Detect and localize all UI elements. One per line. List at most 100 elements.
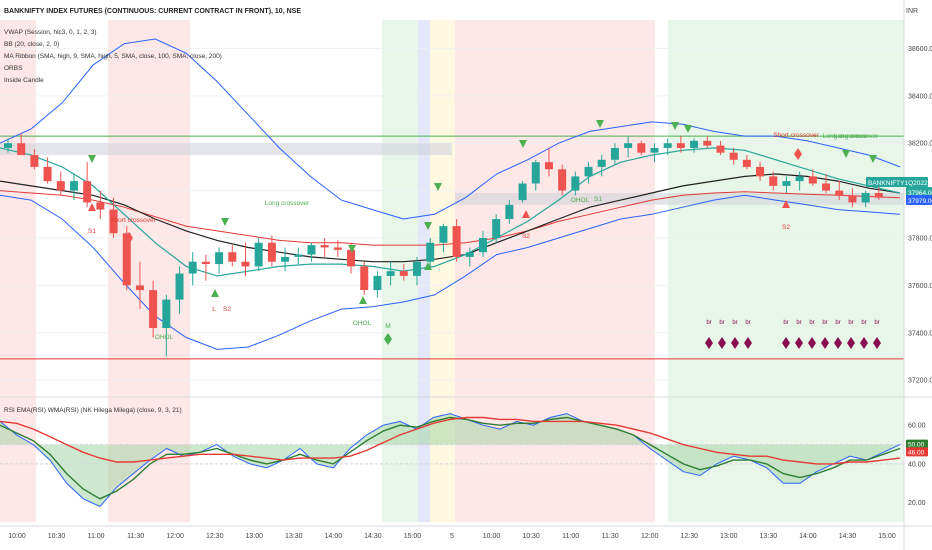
long-arrow-icon (88, 155, 96, 163)
green-ma-line (0, 147, 901, 277)
session-shade-5 (455, 20, 655, 522)
rsi-last-label: 46.00 (908, 449, 925, 456)
candle (413, 256, 422, 286)
candle-body (452, 226, 461, 257)
candle-body (254, 242, 263, 267)
inside-candle-label: br (835, 320, 840, 326)
orb-band-day1 (0, 143, 452, 156)
inside-candle-label: br (848, 320, 853, 326)
candle-body (188, 261, 197, 274)
time-tick-label: 12:30 (206, 533, 224, 540)
inside-candle-diamond-icon (834, 337, 842, 349)
candle (426, 237, 435, 267)
last-price-label: 37964.00 (908, 190, 932, 197)
inside-candle-label: br (706, 320, 711, 326)
candle (584, 162, 593, 184)
candle-body (267, 242, 276, 262)
candle-body (30, 155, 39, 167)
inside-candle-diamond-icon (718, 337, 726, 349)
inside-candle-diamond-icon (705, 337, 713, 349)
candle-body (43, 166, 52, 182)
candle (874, 185, 883, 201)
annotation-label: Short crossover (773, 132, 819, 139)
time-tick-label: 10:00 (8, 533, 26, 540)
up-triangle-icon (359, 296, 367, 304)
candle-body (874, 192, 883, 198)
candle-body (149, 290, 158, 329)
candle-body (861, 192, 870, 203)
annotation-label: OHOL (353, 320, 372, 327)
candle-body (281, 256, 290, 262)
rsi-wma-line (0, 416, 901, 465)
annotation-label: S2 (782, 224, 790, 231)
time-tick-label: 14:00 (325, 533, 343, 540)
candle (4, 138, 12, 153)
candle (109, 197, 118, 238)
candle (373, 271, 382, 298)
price-tick-label: 37200.00 (908, 378, 932, 385)
inside-candle-diamond-icon (782, 337, 790, 349)
candle (452, 219, 461, 262)
candle (822, 174, 831, 193)
rsi-panel-title: RSI EMA(RSI) WMA(RSI) (NK Hilega Milega)… (4, 407, 182, 414)
candle-body (465, 252, 474, 257)
short-triangle-icon (88, 203, 96, 211)
candle-body (690, 140, 699, 148)
candle-body (492, 219, 501, 238)
candle (241, 242, 250, 276)
candle-body (439, 226, 448, 243)
candle-body (544, 162, 553, 170)
candle-body (83, 181, 92, 203)
candle (703, 136, 712, 148)
session-shade-6 (668, 20, 904, 522)
inside-candle-diamond-icon (873, 337, 881, 349)
candle (597, 155, 606, 177)
candle (17, 133, 26, 156)
candle-body (294, 254, 303, 257)
inside-candle-label: br (783, 320, 788, 326)
indicator-legend-3: ORBS (4, 65, 23, 72)
candle (505, 200, 514, 224)
time-tick-label: 14:00 (799, 533, 817, 540)
candle (663, 138, 672, 156)
candle (320, 237, 329, 257)
indicator-legend-4: Inside Candle (4, 77, 44, 84)
long-arrow-icon (671, 122, 679, 130)
time-tick-label: 13:30 (285, 533, 303, 540)
candle-body (742, 159, 751, 167)
time-tick-label: 10:30 (522, 533, 540, 540)
chart-title: BANKNIFTY INDEX FUTURES (CONTINUOUS: CUR… (4, 8, 301, 15)
session-shade-1 (108, 20, 190, 522)
candle (769, 171, 778, 191)
candle-body (624, 143, 633, 148)
candle (848, 188, 857, 208)
candle-body (360, 266, 369, 291)
last-price-badge (906, 187, 932, 197)
time-tick-label: 12:00 (641, 533, 659, 540)
candle-body (663, 143, 672, 148)
candle (492, 214, 501, 243)
candle (729, 147, 738, 165)
price-tick-label: 37800.00 (908, 235, 932, 242)
candle (861, 190, 870, 208)
candle-body (756, 166, 765, 177)
candle-body (347, 249, 356, 267)
candle-body (122, 233, 131, 286)
candle-body (531, 162, 540, 184)
candle-body (518, 183, 527, 201)
long-arrow-icon (596, 120, 604, 128)
annotation-label: Long crossover (834, 133, 879, 140)
long-arrow-icon (434, 183, 442, 191)
annotation-label: S2 (522, 233, 530, 240)
time-tick-label: 10:30 (48, 533, 66, 540)
candle-body (848, 195, 857, 203)
candle (333, 240, 342, 257)
short-triangle-icon (522, 210, 530, 218)
candle-body (650, 147, 659, 153)
indicator-lines (0, 38, 901, 350)
inside-candle-label: br (822, 320, 827, 326)
time-tick-label: 11:30 (602, 533, 619, 540)
candle-body (135, 285, 144, 291)
